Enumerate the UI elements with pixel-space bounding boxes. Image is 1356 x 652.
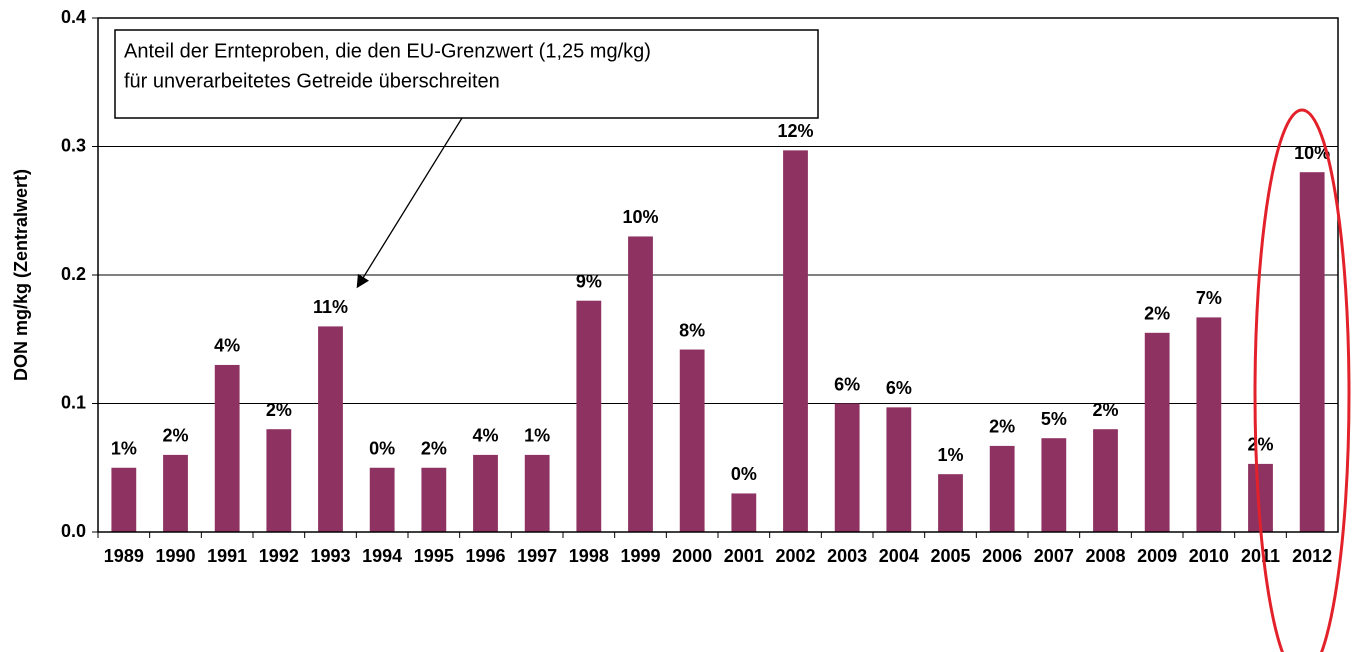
x-tick-label: 2002 <box>775 546 815 566</box>
x-tick-label: 1994 <box>362 546 402 566</box>
data-label: 9% <box>576 271 602 291</box>
bar <box>576 300 602 532</box>
x-tick-label: 1998 <box>569 546 609 566</box>
bar <box>473 454 498 532</box>
annotation-text: Anteil der Ernteproben, die den EU-Grenz… <box>124 40 651 62</box>
data-label: 2% <box>162 426 188 446</box>
data-label: 6% <box>834 374 860 394</box>
x-tick-label: 1995 <box>414 546 454 566</box>
y-axis-label: DON mg/kg (Zentralwert) <box>11 169 31 381</box>
bar <box>111 467 137 532</box>
data-label: 2% <box>989 417 1015 437</box>
data-label: 10% <box>622 207 658 227</box>
data-label: 2% <box>1092 400 1118 420</box>
x-tick-label: 2004 <box>879 546 919 566</box>
x-tick-label: 2005 <box>930 546 970 566</box>
bar <box>1041 438 1067 532</box>
data-label: 6% <box>886 378 912 398</box>
data-label: 0% <box>731 464 757 484</box>
x-tick-label: 2007 <box>1034 546 1074 566</box>
x-tick-label: 1993 <box>310 546 350 566</box>
data-label: 2% <box>1144 304 1170 324</box>
bar <box>628 236 653 532</box>
data-label: 2% <box>266 400 292 420</box>
x-tick-label: 1999 <box>620 546 660 566</box>
x-tick-label: 2009 <box>1137 546 1177 566</box>
y-tick-label: 0.2 <box>61 264 86 284</box>
plot-border <box>97 17 1339 533</box>
bar <box>163 454 188 532</box>
bar <box>1196 317 1222 532</box>
x-tick-label: 1992 <box>259 546 299 566</box>
annotation-arrow <box>356 117 463 289</box>
data-label: 12% <box>777 121 813 141</box>
bar <box>1144 332 1170 532</box>
data-label: 1% <box>524 426 550 446</box>
bar <box>421 467 447 532</box>
x-tick-label: 2006 <box>982 546 1022 566</box>
x-tick-label: 1990 <box>155 546 195 566</box>
x-tick-label: 2000 <box>672 546 712 566</box>
bar <box>731 493 757 532</box>
y-tick-label: 0.1 <box>61 392 86 412</box>
bar <box>318 326 343 532</box>
bar <box>524 454 550 532</box>
data-label: 4% <box>214 336 240 356</box>
bar <box>834 403 860 532</box>
y-tick-label: 0.3 <box>61 135 86 155</box>
x-tick-label: 2003 <box>827 546 867 566</box>
data-label: 7% <box>1196 288 1222 308</box>
data-label: 10% <box>1294 143 1330 163</box>
x-tick-label: 1991 <box>207 546 247 566</box>
bar <box>989 445 1015 532</box>
annotation-box <box>114 29 819 119</box>
bar <box>1299 172 1325 532</box>
bar <box>886 407 912 532</box>
x-tick-label: 1997 <box>517 546 557 566</box>
y-tick-label: 0.4 <box>61 7 86 27</box>
bar <box>679 349 705 532</box>
x-tick-label: 2011 <box>1241 546 1280 566</box>
data-label: 0% <box>369 439 395 459</box>
bar <box>783 150 808 533</box>
bar <box>369 467 395 532</box>
data-label: 2% <box>1247 435 1273 455</box>
y-tick-label: 0.0 <box>61 521 86 541</box>
bar <box>938 474 963 532</box>
data-label: 5% <box>1041 409 1067 429</box>
x-tick-label: 1996 <box>465 546 505 566</box>
data-label: 1% <box>111 439 137 459</box>
data-label: 1% <box>937 445 963 465</box>
data-label: 8% <box>679 320 705 340</box>
x-tick-label: 1989 <box>104 546 144 566</box>
data-label: 2% <box>421 439 447 459</box>
bar <box>1093 429 1118 532</box>
data-label: 11% <box>313 297 348 317</box>
bar <box>214 364 240 532</box>
data-label: 4% <box>472 426 498 446</box>
x-tick-label: 2008 <box>1085 546 1125 566</box>
x-tick-label: 2001 <box>724 546 764 566</box>
x-tick-label: 2010 <box>1189 546 1229 566</box>
bar <box>266 429 292 532</box>
annotation-text: für unverarbeitetes Getreide überschreit… <box>124 70 500 92</box>
x-tick-label: 2012 <box>1292 546 1332 566</box>
highlight-ellipse <box>1253 108 1351 652</box>
